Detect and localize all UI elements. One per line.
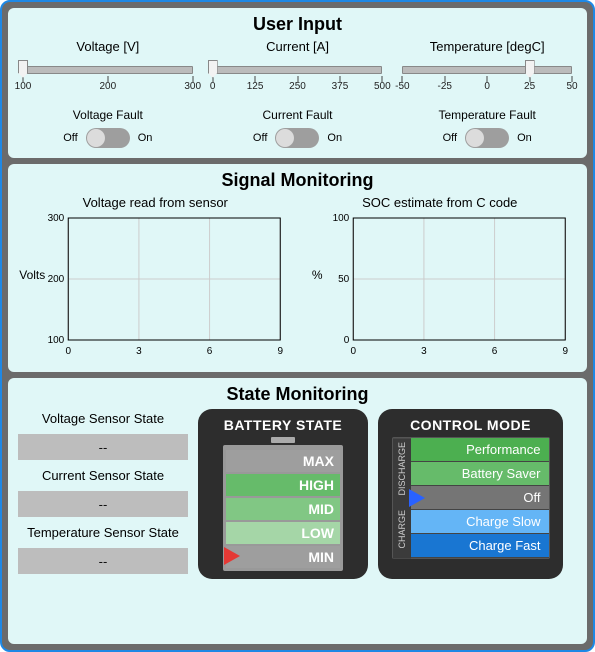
signal-monitoring-panel: Signal Monitoring Voltage read from sens… (8, 164, 587, 372)
soc-chart-title: SOC estimate from C code (303, 195, 578, 210)
signal-monitoring-title: Signal Monitoring (18, 170, 577, 191)
battery-state-title: BATTERY STATE (224, 417, 343, 433)
voltage-slider-label: Voltage [V] (18, 39, 198, 54)
temperature-slider[interactable]: -50-2502550 (402, 60, 572, 94)
voltage-sensor-state-label: Voltage Sensor State (18, 411, 188, 426)
voltage-fault-title: Voltage Fault (18, 108, 198, 122)
sensor-states-column: Voltage Sensor State -- Current Sensor S… (18, 409, 188, 579)
soc-chart-svg: 0 3 6 9 0 50 100% (303, 212, 578, 362)
current-sensor-state-label: Current Sensor State (18, 468, 188, 483)
svg-text:6: 6 (207, 346, 213, 357)
svg-text:300: 300 (48, 213, 65, 224)
voltage-chart-title: Voltage read from sensor (18, 195, 293, 210)
battery-segment: HIGH (226, 472, 340, 496)
svg-text:Volts: Volts (19, 268, 45, 282)
voltage-chart-svg: 0 3 6 9 100 200 300 Volts (18, 212, 293, 362)
current-fault-title: Current Fault (208, 108, 388, 122)
control-segment: Charge Fast (411, 534, 549, 558)
battery-arrow-icon (224, 547, 240, 565)
temperature-fault-off-label: Off (443, 132, 457, 144)
current-slider-label: Current [A] (208, 39, 388, 54)
current-fault-off-label: Off (253, 132, 267, 144)
voltage-fault-block: Voltage Fault Off On (18, 108, 198, 148)
user-input-title: User Input (18, 14, 577, 35)
voltage-slider-col: Voltage [V] 100200300 Voltage Fault Off … (18, 39, 198, 148)
control-segment: Battery Saver (411, 462, 549, 486)
svg-text:0: 0 (350, 346, 356, 357)
battery-segment: LOW (226, 520, 340, 544)
temperature-sensor-state-label: Temperature Sensor State (18, 525, 188, 540)
charge-label: CHARGE (393, 499, 411, 559)
voltage-slider[interactable]: 100200300 (23, 60, 193, 94)
current-sensor-state-value: -- (18, 491, 188, 517)
battery-body: MINLOWMIDHIGHMAX (223, 445, 343, 571)
temperature-fault-toggle[interactable] (465, 128, 509, 148)
state-monitoring-panel: State Monitoring Voltage Sensor State --… (8, 378, 587, 644)
voltage-sensor-state-value: -- (18, 434, 188, 460)
temperature-slider-label: Temperature [degC] (397, 39, 577, 54)
svg-text:9: 9 (562, 346, 568, 357)
svg-text:3: 3 (421, 346, 427, 357)
svg-text:100: 100 (332, 213, 349, 224)
battery-segment: MIN (226, 544, 340, 568)
voltage-fault-off-label: Off (63, 132, 77, 144)
user-input-panel: User Input Voltage [V] 100200300 Voltage… (8, 8, 587, 158)
svg-text:9: 9 (277, 346, 283, 357)
battery-segment: MAX (226, 448, 340, 472)
control-arrow-icon (409, 489, 425, 507)
sliders-row: Voltage [V] 100200300 Voltage Fault Off … (18, 39, 577, 148)
svg-text:0: 0 (65, 346, 71, 357)
svg-text:100: 100 (48, 335, 65, 346)
control-mode-title: CONTROL MODE (410, 417, 531, 433)
battery-cap-icon (271, 437, 295, 443)
battery-segment: MID (226, 496, 340, 520)
state-monitoring-title: State Monitoring (18, 384, 577, 405)
current-fault-on-label: On (327, 132, 342, 144)
temperature-fault-block: Temperature Fault Off On (397, 108, 577, 148)
svg-text:3: 3 (136, 346, 142, 357)
voltage-chart: Voltage read from sensor 0 3 6 9 100 200 300 Vo… (18, 195, 293, 362)
svg-text:6: 6 (491, 346, 497, 357)
svg-text:200: 200 (48, 274, 65, 285)
control-body: DISCHARGE CHARGE PerformanceBattery Save… (392, 437, 550, 559)
temperature-fault-title: Temperature Fault (397, 108, 577, 122)
control-segment: Off (411, 486, 549, 510)
voltage-fault-on-label: On (138, 132, 153, 144)
svg-text:%: % (311, 268, 322, 282)
voltage-fault-toggle[interactable] (86, 128, 130, 148)
temperature-fault-on-label: On (517, 132, 532, 144)
current-fault-toggle[interactable] (275, 128, 319, 148)
temperature-sensor-state-value: -- (18, 548, 188, 574)
control-segment: Performance (411, 438, 549, 462)
svg-text:50: 50 (338, 274, 350, 285)
svg-text:0: 0 (343, 335, 349, 346)
current-fault-block: Current Fault Off On (208, 108, 388, 148)
soc-chart: SOC estimate from C code 0 3 6 9 0 50 100% (303, 195, 578, 362)
control-mode-gauge: CONTROL MODE DISCHARGE CHARGE Performanc… (378, 409, 563, 579)
control-segment: Charge Slow (411, 510, 549, 534)
battery-state-gauge: BATTERY STATE MINLOWMIDHIGHMAX (198, 409, 368, 579)
dashboard-root: User Input Voltage [V] 100200300 Voltage… (0, 0, 595, 652)
temperature-slider-col: Temperature [degC] -50-2502550 Temperatu… (397, 39, 577, 148)
current-slider-col: Current [A] 0125250375500 Current Fault … (208, 39, 388, 148)
current-slider[interactable]: 0125250375500 (213, 60, 383, 94)
